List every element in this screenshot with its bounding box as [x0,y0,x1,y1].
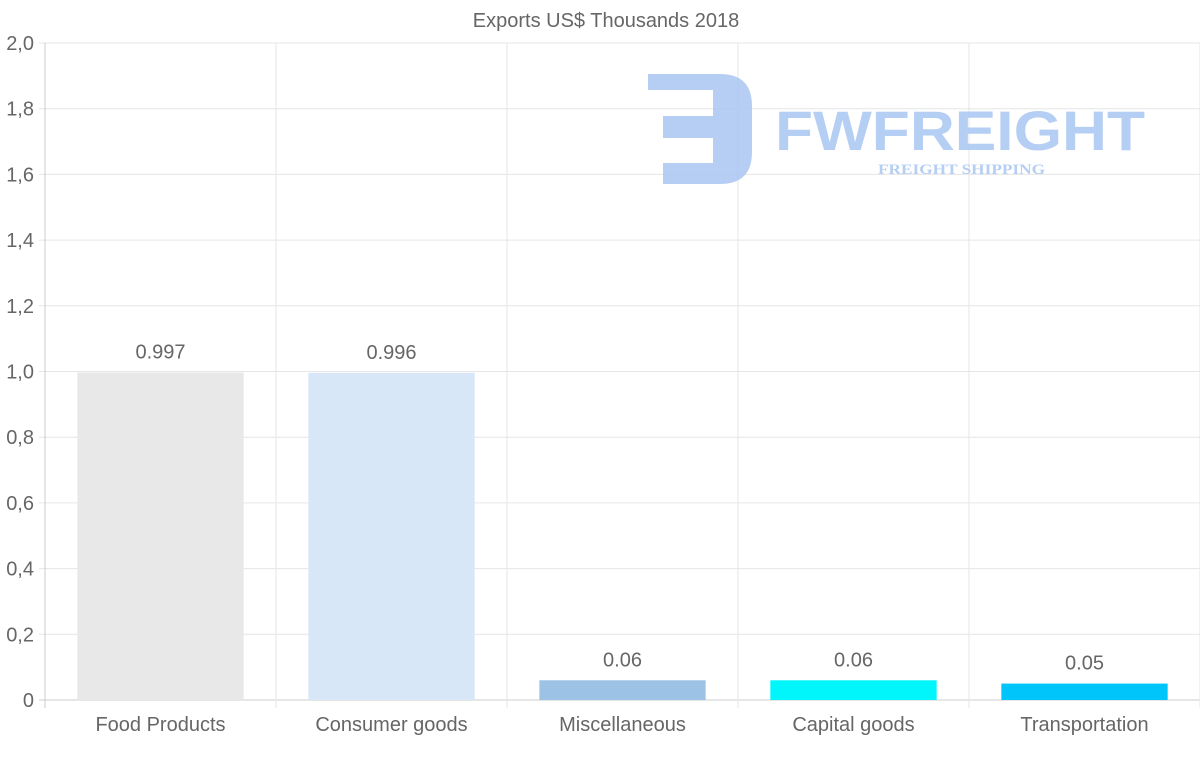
y-tick-label: 1,6 [6,164,34,186]
bar-consumer-goods [308,372,475,700]
y-tick-label: 1,2 [6,296,34,318]
data-label: 0.06 [603,649,642,671]
bar-capital-goods [770,680,937,700]
y-tick-label: 0,6 [6,493,34,515]
y-tick-label: 0,4 [6,559,34,581]
x-tick-label: Transportation [1020,714,1148,736]
y-tick-label: 1,4 [6,230,34,252]
x-tick-label: Miscellaneous [559,714,686,736]
y-tick-label: 0,8 [6,427,34,449]
watermark-logo: FWFREIGHT FREIGHT SHIPPING [648,74,1145,184]
grid [39,42,1200,708]
bar-food-products [77,372,244,700]
y-tick-label: 1,8 [6,99,34,121]
chart-title: Exports US$ Thousands 2018 [473,10,739,32]
y-tick-label: 0,2 [6,624,34,646]
x-tick-label: Capital goods [792,714,914,736]
data-label: 0.06 [834,649,873,671]
data-label: 0.997 [135,341,185,363]
x-tick-label: Consumer goods [315,714,467,736]
logo-mark-icon [648,74,752,184]
watermark-tagline: FREIGHT SHIPPING [878,162,1045,178]
y-tick-label: 0 [23,690,34,712]
data-label: 0.05 [1065,653,1104,675]
y-tick-label: 2,0 [6,33,34,55]
data-label: 0.996 [366,342,416,364]
x-tick-label: Food Products [95,714,225,736]
bar-miscellaneous [539,680,706,700]
y-tick-label: 1,0 [6,362,34,384]
bar-transportation [1001,683,1168,700]
watermark-brand: FWFREIGHT [775,99,1145,162]
